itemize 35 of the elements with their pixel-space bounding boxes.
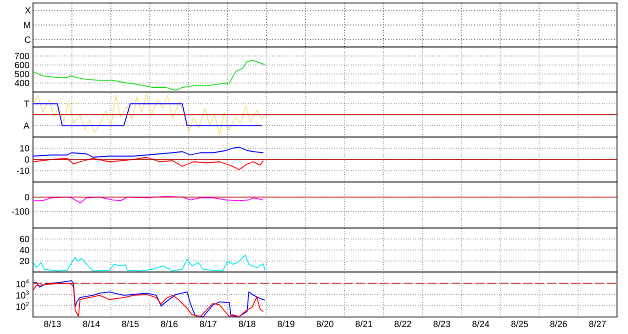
y-tick-label: 10$^{4}$: [16, 279, 29, 288]
x-tick-label: 8/25: [511, 320, 528, 328]
y-tick-label: 700: [14, 52, 30, 60]
x-tick-label: 8/24: [472, 320, 490, 328]
y-tick-label: 0: [24, 156, 30, 163]
y-tick-label: 0: [24, 194, 30, 200]
y-tick-label: 10$^{2}$: [16, 302, 29, 310]
x-tick-label: 8/26: [550, 320, 567, 328]
y-tick-label: 600: [14, 62, 30, 68]
x-tick-label: 8/23: [433, 320, 450, 328]
text: C: [24, 36, 30, 43]
y-tick-label: -100: [12, 208, 30, 215]
y-tick-label: -10: [16, 168, 30, 174]
text: T: [24, 100, 30, 107]
text: M: [24, 22, 30, 28]
x-tick-label: 8/17: [200, 320, 216, 328]
text: X: [25, 7, 31, 14]
y-tick-label: 20: [20, 258, 30, 264]
y-tick-label: 40: [20, 246, 30, 254]
x-tick-label: 8/20: [316, 320, 334, 328]
x-tick-label: 8/18: [238, 320, 256, 328]
x-tick-label: 8/22: [394, 320, 412, 328]
x-tick-label: 8/16: [160, 320, 178, 328]
x-tick-label: 8/15: [122, 320, 139, 328]
text: A: [24, 122, 30, 129]
y-tick-label: 60: [20, 236, 30, 242]
x-tick-label: 8/14: [83, 320, 100, 328]
x-tick-label: 8/13: [44, 320, 61, 328]
x-tick-label: 8/21: [356, 320, 372, 328]
y-tick-label: 400: [14, 80, 30, 86]
x-tick-label: 8/27: [589, 320, 606, 328]
y-tick-label: 10: [20, 145, 30, 152]
y-tick-label: 10$^{3}$: [16, 290, 29, 299]
x-tick-label: 8/19: [278, 320, 294, 328]
y-tick-label: 500: [14, 70, 30, 78]
